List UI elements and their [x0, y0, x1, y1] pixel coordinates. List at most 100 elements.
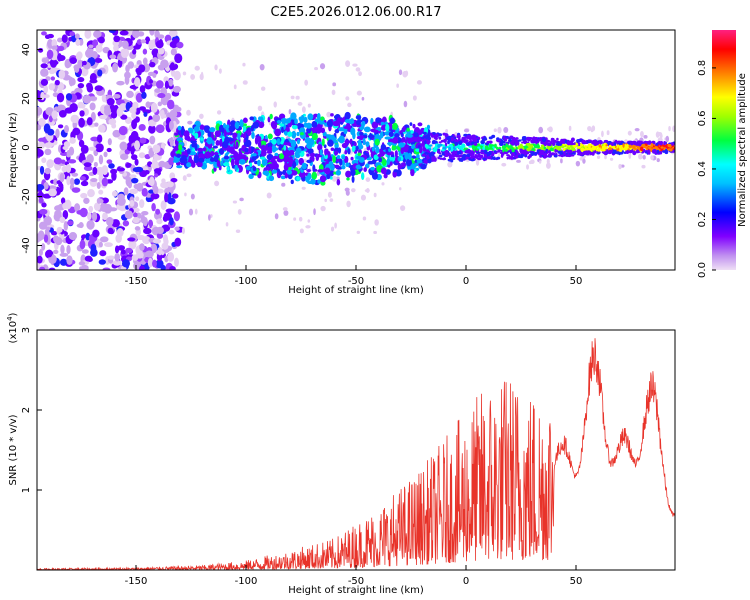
spectrogram-cell: [384, 136, 391, 140]
spectrogram-cell: [160, 200, 167, 210]
spectrogram-cell: [131, 177, 139, 184]
spectrogram-cell: [294, 118, 298, 125]
spectrogram-cell: [83, 162, 92, 168]
spectrogram-cell: [582, 141, 587, 145]
spectrogram-cell: [154, 88, 161, 93]
spectrogram-cell: [659, 141, 663, 146]
spectrogram-cell: [511, 153, 516, 156]
spectrogram-cell: [628, 144, 633, 149]
spectrogram-cell: [513, 155, 519, 159]
spectrogram-cell: [617, 142, 623, 145]
spectrogram-cell: [57, 124, 64, 129]
snr-y-multiplier: (x104): [6, 312, 19, 343]
spectrogram-cell: [441, 157, 447, 161]
spectrogram-cell: [495, 157, 500, 160]
spectrogram-cell: [157, 246, 163, 256]
spectrogram-cell: [94, 57, 103, 63]
spectrogram-cell: [320, 117, 324, 121]
spectrogram-cell: [577, 153, 581, 156]
spectrogram-cell: [134, 77, 141, 87]
spectrogram-cell: [480, 140, 486, 145]
spectrogram-cell: [93, 202, 101, 211]
spectrogram-y-tick-label: 40: [21, 43, 32, 56]
spectrogram-cell: [48, 115, 53, 123]
spectrogram-cell: [652, 148, 657, 154]
spectrogram-cell: [401, 136, 406, 143]
spectrogram-cell: [463, 136, 468, 139]
spectrogram-cell: [347, 148, 351, 155]
spectrogram-cell: [448, 146, 452, 152]
spectrogram-cell: [503, 150, 509, 155]
spectrogram-cell: [265, 166, 270, 171]
spectrogram-cell: [188, 155, 193, 163]
spectrogram-cell: [79, 266, 84, 270]
spectrogram-cell: [199, 113, 204, 119]
spectrogram-cell: [392, 136, 399, 144]
spectrogram-cell: [598, 144, 602, 148]
spectrogram-cell: [160, 181, 169, 189]
spectrogram-cell: [76, 223, 84, 228]
spectrogram-cell: [120, 153, 129, 160]
spectrogram-cell: [219, 139, 223, 147]
spectrogram-cell: [59, 258, 68, 266]
spectrogram-cell: [628, 152, 632, 159]
spectrogram-cell: [193, 155, 199, 164]
spectrogram-cell: [131, 119, 138, 130]
spectrogram-cell: [198, 157, 205, 163]
spectrogram-cell: [160, 109, 165, 120]
spectrogram-cell: [281, 117, 288, 125]
spectrogram-cell: [139, 85, 146, 94]
spectrogram-cell: [452, 135, 456, 138]
spectrogram-cell: [235, 229, 241, 234]
spectrogram-x-axis-label: Height of straight line (km): [288, 285, 424, 296]
spectrogram-cell: [559, 140, 564, 144]
spectrogram-cell: [83, 165, 93, 171]
spectrogram-cell: [257, 105, 263, 111]
spectrogram-cell: [407, 152, 412, 161]
spectrogram-cell: [80, 192, 88, 199]
spectrogram-cell: [60, 197, 66, 205]
spectrogram-cell: [329, 134, 336, 141]
spectrogram-cell: [371, 121, 379, 129]
spectrogram-cell: [218, 68, 222, 74]
spectrogram-cell: [311, 171, 318, 180]
spectrogram-cell: [640, 131, 644, 138]
spectrogram-cell: [112, 62, 118, 73]
spectrogram-cell: [460, 157, 464, 163]
spectrogram-cell: [552, 142, 556, 146]
spectrogram-cell: [290, 112, 297, 120]
spectrogram-cell: [106, 159, 113, 165]
spectrogram-cell: [116, 107, 124, 117]
spectrogram-cell: [432, 148, 438, 153]
spectrogram-cell: [399, 187, 402, 191]
spectrogram-cell: [155, 259, 164, 269]
spectrogram-cell: [327, 139, 334, 147]
spectrogram-cell: [119, 30, 129, 36]
spectrogram-cell: [149, 30, 155, 36]
spectrogram-cell: [465, 156, 469, 160]
spectrogram-cell: [135, 92, 143, 103]
spectrogram-cell: [97, 36, 105, 44]
spectrogram-cell: [396, 83, 399, 88]
spectrogram-cell: [141, 91, 147, 99]
spectrogram-cell: [638, 142, 642, 147]
spectrogram-cell: [521, 138, 526, 141]
spectrogram-cell: [93, 161, 98, 167]
spectrogram-cell: [484, 149, 488, 154]
spectrogram-cell: [45, 226, 51, 231]
spectrogram-cell: [285, 151, 290, 156]
spectrogram-cell: [98, 154, 104, 165]
spectrogram-cell: [344, 139, 350, 144]
spectrogram-cell: [79, 239, 86, 250]
spectrogram-cell: [299, 228, 304, 234]
spectrogram-cell: [150, 243, 158, 254]
spectrogram-cell: [152, 72, 157, 78]
spectrogram-cell: [186, 109, 191, 116]
spectrogram-cell: [312, 164, 316, 173]
spectrogram-cell: [147, 178, 155, 186]
spectrogram-cell: [306, 153, 310, 157]
spectrogram-cell: [468, 157, 471, 161]
spectrogram-cell: [301, 162, 307, 170]
spectrogram-cell: [169, 136, 174, 147]
spectrogram-cell: [81, 249, 89, 254]
